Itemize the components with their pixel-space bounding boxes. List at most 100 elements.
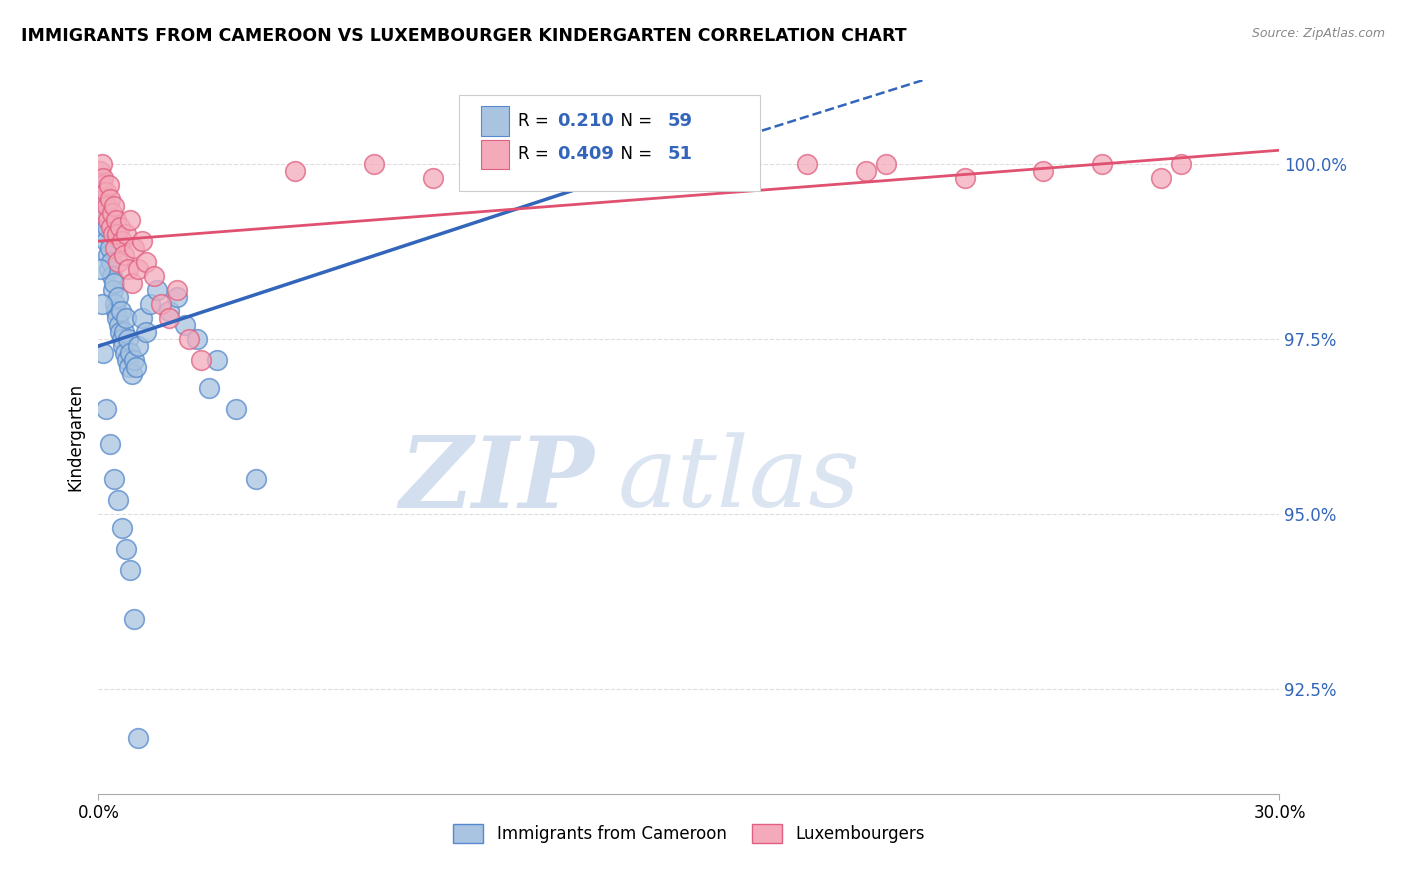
Point: [197, 381, 219, 395]
Point: [177, 332, 200, 346]
Point: [101, 269, 124, 284]
FancyBboxPatch shape: [481, 139, 509, 169]
Point: [796, 157, 818, 171]
Point: [115, 311, 138, 326]
Point: [90, 178, 112, 193]
Point: [114, 346, 136, 360]
Point: [1170, 157, 1192, 171]
Point: [363, 157, 385, 171]
Point: [1150, 171, 1173, 186]
Text: R =: R =: [517, 112, 554, 130]
Point: [122, 612, 145, 626]
Point: [105, 304, 128, 318]
Text: atlas: atlas: [619, 433, 860, 527]
Point: [166, 290, 188, 304]
Point: [115, 227, 138, 242]
Point: [107, 493, 129, 508]
Point: [186, 332, 208, 346]
FancyBboxPatch shape: [458, 95, 759, 191]
Point: [121, 367, 143, 381]
Point: [560, 164, 582, 178]
Point: [110, 304, 132, 318]
Point: [118, 213, 141, 227]
Point: [638, 157, 661, 171]
Point: [107, 290, 129, 304]
Point: [131, 311, 153, 326]
Text: R =: R =: [517, 145, 554, 163]
Point: [146, 283, 169, 297]
Point: [127, 731, 149, 745]
Legend: Immigrants from Cameroon, Luxembourgers: Immigrants from Cameroon, Luxembourgers: [447, 818, 931, 850]
Point: [91, 199, 114, 213]
Point: [89, 164, 111, 178]
Point: [108, 220, 131, 235]
Point: [115, 353, 138, 368]
Point: [122, 241, 145, 255]
Point: [91, 192, 114, 206]
Point: [135, 255, 157, 269]
Point: [103, 283, 125, 297]
Point: [135, 325, 157, 339]
Point: [118, 563, 141, 577]
Point: [96, 199, 118, 213]
Point: [127, 339, 149, 353]
Text: ZIP: ZIP: [399, 432, 595, 528]
Point: [91, 157, 114, 171]
Point: [1032, 164, 1054, 178]
Point: [97, 213, 120, 227]
Point: [89, 262, 111, 277]
Point: [97, 248, 120, 262]
Point: [90, 297, 112, 311]
Point: [112, 325, 135, 339]
Point: [105, 227, 128, 242]
Y-axis label: Kindergarten: Kindergarten: [66, 383, 84, 491]
Point: [93, 213, 115, 227]
Point: [142, 269, 165, 284]
Point: [90, 185, 112, 199]
Point: [105, 311, 128, 326]
Text: Source: ZipAtlas.com: Source: ZipAtlas.com: [1251, 27, 1385, 40]
Point: [103, 472, 125, 486]
Point: [98, 241, 121, 255]
Point: [284, 164, 307, 178]
FancyBboxPatch shape: [481, 106, 509, 136]
Point: [157, 304, 180, 318]
Point: [105, 213, 128, 227]
Point: [875, 157, 897, 171]
Point: [205, 353, 228, 368]
Point: [138, 297, 160, 311]
Point: [103, 276, 125, 290]
Point: [104, 297, 127, 311]
Point: [98, 262, 121, 277]
Point: [117, 262, 139, 277]
Point: [94, 227, 117, 242]
Text: N =: N =: [610, 145, 657, 163]
Point: [225, 402, 247, 417]
Point: [953, 171, 976, 186]
Point: [100, 220, 122, 235]
Point: [94, 206, 117, 220]
Point: [118, 360, 141, 375]
Point: [117, 332, 139, 346]
Point: [101, 206, 124, 220]
Text: N =: N =: [610, 112, 657, 130]
Point: [103, 227, 125, 242]
Point: [89, 171, 111, 186]
Text: 59: 59: [668, 112, 693, 130]
Point: [131, 234, 153, 248]
Point: [111, 332, 134, 346]
Point: [111, 521, 134, 535]
Point: [104, 241, 127, 255]
Point: [108, 318, 131, 333]
Point: [112, 248, 135, 262]
Point: [1091, 157, 1114, 171]
Point: [118, 346, 141, 360]
Point: [115, 541, 138, 556]
Point: [111, 234, 134, 248]
Point: [98, 437, 121, 451]
Point: [96, 402, 118, 417]
Text: IMMIGRANTS FROM CAMEROON VS LUXEMBOURGER KINDERGARTEN CORRELATION CHART: IMMIGRANTS FROM CAMEROON VS LUXEMBOURGER…: [21, 27, 907, 45]
Point: [100, 255, 122, 269]
Point: [150, 297, 173, 311]
Point: [96, 234, 118, 248]
